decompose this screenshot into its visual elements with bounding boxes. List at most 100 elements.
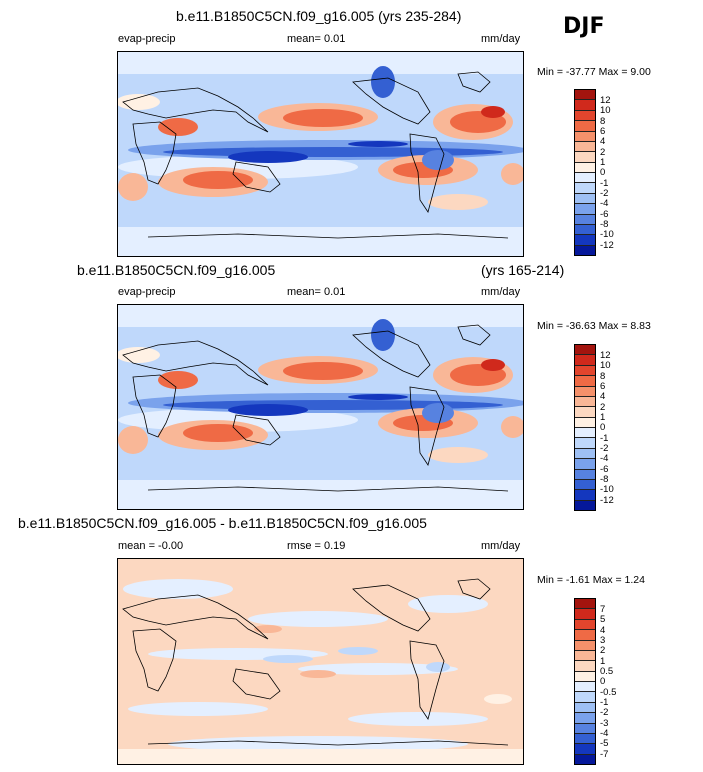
panel-1-colorbar-label: 4 (600, 136, 606, 147)
panel-3-colorbar-swatch (575, 650, 595, 662)
panel-1-title: b.e11.B1850C5CN.f09_g16.005 (yrs 235-284… (176, 8, 462, 24)
panel-2-colorbar-label: 8 (600, 371, 606, 382)
panel-1-colorbar-swatch (575, 235, 595, 246)
panel-2-colorbar-swatch (575, 459, 595, 470)
panel-2-colorbar-swatch (575, 345, 595, 356)
panel-3-colorbar-label: -2 (600, 707, 609, 718)
season-label: DJF (563, 14, 605, 39)
panel-2-colorbar-swatch (575, 500, 595, 510)
panel-1-colorbar-swatch (575, 131, 595, 142)
panel-2-title: b.e11.B1850C5CN.f09_g16.005 (77, 262, 276, 278)
panel-3-colorbar-swatch (575, 754, 595, 764)
panel-1-colorbar-label: 6 (600, 126, 606, 137)
panel-1-colorbar-swatch (575, 152, 595, 163)
panel-1-colorbar-swatch (575, 121, 595, 132)
panel-1-colorbar-label: -8 (600, 219, 609, 230)
panel-2-colorbar-swatch (575, 376, 595, 387)
panel-1-colorbar-swatch (575, 214, 595, 225)
panel-1-colorbar-label: -10 (600, 229, 614, 240)
panel-2-colorbar-swatch (575, 396, 595, 408)
panel-2-colorbar-swatch (575, 407, 595, 418)
panel-2-colorbar-label: 2 (600, 402, 606, 413)
panel-1-minmax: Min = -37.77 Max = 9.00 (537, 66, 651, 78)
panel-3-colorbar-swatch (575, 640, 595, 651)
panel-3-colorbar-swatch (575, 609, 595, 620)
panel-3-colorbar-label: -3 (600, 718, 609, 729)
panel-3-map (117, 558, 524, 765)
panel-2-map (117, 304, 524, 510)
panel-3-colorbar-swatch (575, 713, 595, 724)
panel-3-colorbar-label: -5 (600, 738, 609, 749)
panel-2-colorbar-swatch (575, 386, 595, 397)
panel-3-colorbar-swatch (575, 744, 595, 755)
panel-3-colorbar-label: -1 (600, 697, 609, 708)
panel-2-colorbar-label: 4 (600, 391, 606, 402)
panel-2-colorbar-label: -8 (600, 474, 609, 485)
panel-3-colorbar-swatch (575, 619, 595, 631)
panel-1-colorbar-label: 0 (600, 167, 606, 178)
panel-3-colorbar-swatch (575, 723, 595, 734)
panel-3-colorbar-label: 0 (600, 676, 606, 687)
panel-2-colorbar-swatch (575, 469, 595, 480)
panel-2-minmax: Min = -36.63 Max = 8.83 (537, 320, 651, 332)
panel-2-colorbar-label: 6 (600, 381, 606, 392)
panel-1-colorbar-swatch (575, 204, 595, 215)
panel-3-colorbar-label: 5 (600, 614, 606, 625)
panel-1-colorbar-swatch (575, 245, 595, 255)
panel-3-colorbar-swatch (575, 661, 595, 672)
panel-1-colorbar-label: 8 (600, 116, 606, 127)
panel-3-colorbar-swatch (575, 702, 595, 714)
panel-3-colorbar-swatch (575, 599, 595, 610)
panel-1-map (117, 51, 524, 257)
panel-1-colorbar-label: -6 (600, 209, 609, 220)
panel-2-colorbar-swatch (575, 490, 595, 501)
panel-1-colorbar-swatch (575, 162, 595, 173)
panel-2-colorbar-swatch (575, 428, 595, 439)
panel-2-colorbar-swatch (575, 365, 595, 377)
panel-2-colorbar-swatch (575, 417, 595, 428)
panel-1-colorbar-swatch (575, 100, 595, 111)
panel-3-colorbar-label: -0.5 (600, 687, 617, 698)
panel-3-colorbar-swatch (575, 682, 595, 693)
panel-1-colorbar-label: 1 (600, 157, 606, 168)
panel-2-colorbar-swatch (575, 448, 595, 460)
panel-2-colorbar-label: 10 (600, 360, 611, 371)
panel-1-colorbar-swatch (575, 110, 595, 122)
panel-3-colorbar-label: 1 (600, 656, 606, 667)
panel-1-colorbar-label: 2 (600, 147, 606, 158)
panel-2-colorbar (574, 344, 596, 511)
panel-3-colorbar-swatch (575, 733, 595, 745)
panel-3-colorbar-swatch (575, 692, 595, 703)
panel-1-colorbar (574, 89, 596, 256)
panel-1-colorbar-swatch (575, 224, 595, 236)
panel-2-colorbar-label: -1 (600, 433, 609, 444)
panel-2-colorbar-swatch (575, 355, 595, 366)
panel-2-colorbar-label: -10 (600, 484, 614, 495)
panel-3-rmse-label: rmse = 0.19 (287, 540, 346, 552)
panel-3-colorbar (574, 598, 596, 765)
panel-1-colorbar-swatch (575, 173, 595, 184)
panel-2-variable-label: evap-precip (118, 286, 176, 298)
panel-1-colorbar-swatch (575, 183, 595, 194)
panel-3-colorbar-label: 3 (600, 635, 606, 646)
panel-2-units: mm/day (481, 286, 521, 298)
panel-1-colorbar-swatch (575, 90, 595, 101)
panel-1-mean-label: mean= 0.01 (287, 33, 346, 45)
panel-2-colorbar-swatch (575, 438, 595, 449)
panel-2-colorbar-label: 0 (600, 422, 606, 433)
panel-1-map-field (118, 52, 523, 256)
panel-3-minmax: Min = -1.61 Max = 1.24 (537, 574, 645, 586)
panel-2-colorbar-swatch (575, 479, 595, 491)
panel-3-colorbar-label: -4 (600, 728, 609, 739)
panel-3-colorbar-label: 7 (600, 604, 606, 615)
panel-1-units: mm/day (481, 33, 521, 45)
panel-2-years: (yrs 165-214) (481, 262, 565, 278)
panel-1-colorbar-label: 12 (600, 95, 611, 106)
panel-1-colorbar-label: -2 (600, 188, 609, 199)
panel-3-colorbar-label: -7 (600, 749, 609, 760)
panel-1-variable-label: evap-precip (118, 33, 176, 45)
panel-1-colorbar-label: -12 (600, 240, 614, 251)
panel-1-colorbar-label: -1 (600, 178, 609, 189)
panel-2-colorbar-label: -6 (600, 464, 609, 475)
panel-1-colorbar-swatch (575, 141, 595, 153)
